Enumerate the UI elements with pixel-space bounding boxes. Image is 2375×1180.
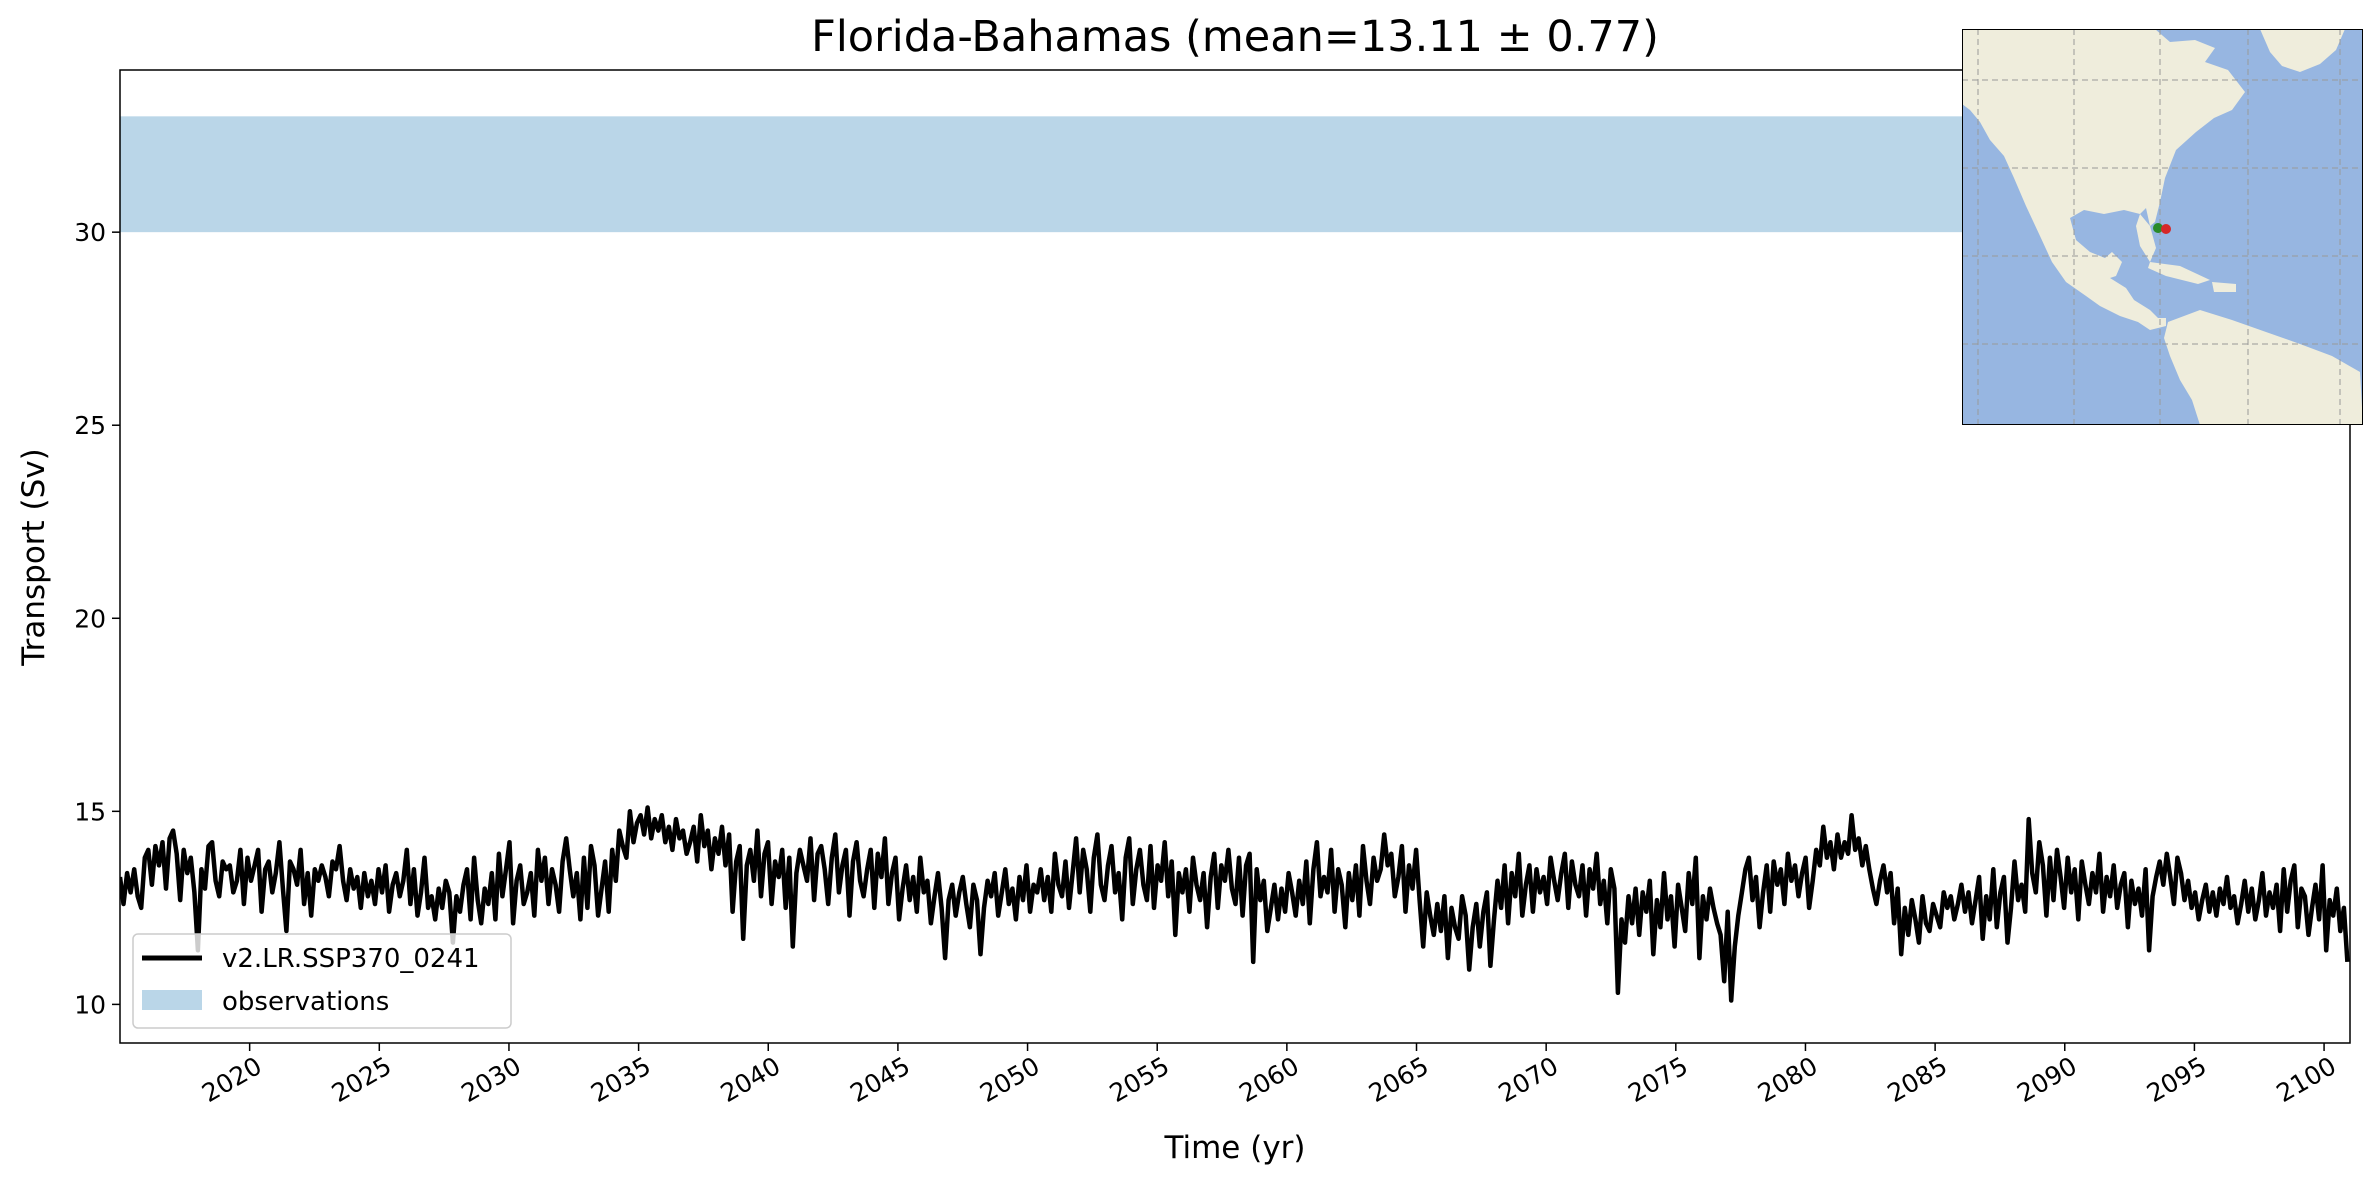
x-tick-label: 2085 (1883, 1051, 1953, 1108)
x-tick-label: 2095 (2142, 1051, 2212, 1108)
x-axis-label: Time (yr) (1164, 1130, 1306, 1166)
map-gridlines (1962, 29, 2363, 425)
series-layer (120, 805, 2350, 1003)
x-axis: 2020 2025 2030 2035 2040 2045 2050 2055 2060 2065… (197, 1043, 2341, 1108)
x-tick-label: 2040 (716, 1051, 786, 1108)
x-tick-label: 2090 (2012, 1051, 2082, 1108)
x-tick-label: 2025 (327, 1051, 397, 1108)
greenland-land (2260, 29, 2345, 72)
legend-band-swatch (142, 990, 202, 1010)
y-tick-label: 15 (74, 797, 106, 826)
x-tick-label: 2020 (197, 1051, 267, 1108)
section-start-marker (2153, 223, 2163, 233)
inset-map (1962, 29, 2363, 425)
legend-box (132, 933, 512, 1029)
south-america-land (2164, 310, 2363, 425)
x-tick-label: 2045 (845, 1051, 915, 1108)
map-land (1962, 29, 2363, 425)
legend-observations-label: observations (222, 987, 389, 1017)
legend-series-label: v2.LR.SSP370_0241 (222, 944, 480, 974)
y-tick-label: 30 (74, 218, 106, 247)
x-tick-label: 2030 (456, 1051, 526, 1108)
y-axis-label: Transport (Sv) (16, 448, 52, 667)
y-tick-label: 20 (74, 604, 106, 633)
x-tick-label: 2035 (586, 1051, 656, 1108)
x-tick-label: 2075 (1623, 1051, 1693, 1108)
x-tick-label: 2055 (1105, 1051, 1175, 1108)
legend: v2.LR.SSP370_0241 observations (132, 933, 512, 1029)
x-tick-label: 2080 (1753, 1051, 1823, 1108)
x-tick-label: 2060 (1234, 1051, 1304, 1108)
section-end-marker (2161, 224, 2171, 234)
y-tick-label: 10 (74, 990, 106, 1019)
chart-title: Florida-Bahamas (mean=13.11 ± 0.77) (811, 12, 1659, 62)
series-line-0 (120, 805, 2350, 1003)
x-tick-label: 2070 (1494, 1051, 1564, 1108)
florida-peninsula (2136, 214, 2156, 262)
north-america-land (1962, 29, 2245, 330)
x-tick-label: 2050 (975, 1051, 1045, 1108)
x-tick-label: 2065 (1364, 1051, 1434, 1108)
y-axis: 10 15 20 25 30 (74, 218, 120, 1019)
cuba-island (2148, 262, 2210, 284)
plot-frame (119, 69, 2351, 1044)
y-tick-label: 25 (74, 411, 106, 440)
hispaniola-island (2212, 282, 2236, 292)
x-tick-label: 2100 (2271, 1051, 2341, 1108)
